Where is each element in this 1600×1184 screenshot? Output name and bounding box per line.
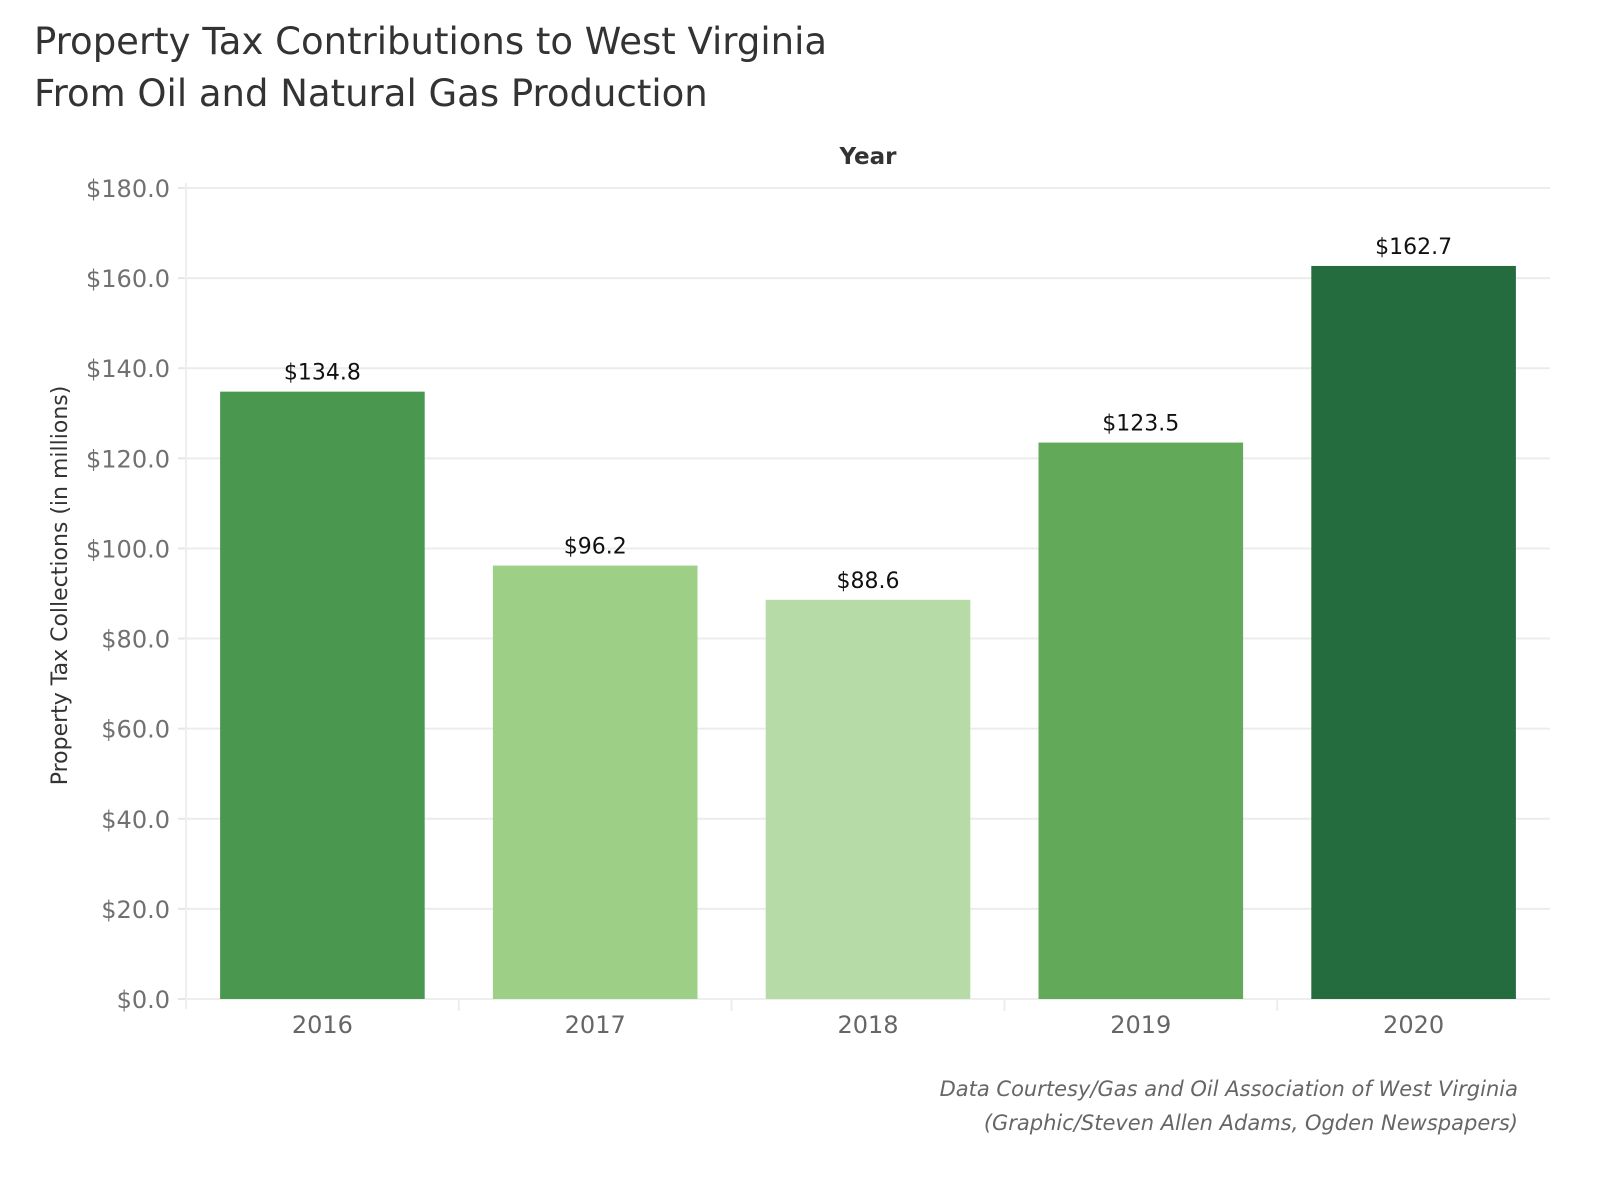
credit: Data Courtesy/Gas and Oil Association of… <box>940 1072 1518 1140</box>
title-line-1: Property Tax Contributions to West Virgi… <box>34 20 828 63</box>
x-tick-label: 2020 <box>1383 1011 1444 1039</box>
chart-title: Property Tax Contributions to West Virgi… <box>34 16 827 120</box>
x-tick-label: 2019 <box>1110 1011 1171 1039</box>
data-label: $123.5 <box>1102 412 1179 437</box>
data-label: $134.8 <box>284 361 361 386</box>
x-tick-label: 2017 <box>565 1011 626 1039</box>
y-axis-title: Property Tax Collections (in millions) <box>48 386 73 786</box>
y-tick-label: $160.0 <box>86 265 170 293</box>
data-label: $96.2 <box>564 535 627 560</box>
y-tick-label: $180.0 <box>86 175 170 203</box>
bar-2020 <box>1311 265 1516 999</box>
y-tick-label: $0.0 <box>117 986 170 1014</box>
y-tick-label: $140.0 <box>86 355 170 383</box>
credit-line-2: (Graphic/Steven Allen Adams, Ogden Newsp… <box>983 1111 1518 1135</box>
bar-2018 <box>765 599 971 999</box>
data-label: $162.7 <box>1375 235 1452 260</box>
bar-chart: $0.0 $20.0 $40.0 $60.0 $80.0 $100.0 $120.0 $140… <box>48 144 1550 1039</box>
y-tick-label: $80.0 <box>101 626 170 654</box>
title-line-2: From Oil and Natural Gas Production <box>34 72 708 115</box>
x-axis-title: Year <box>838 144 897 170</box>
x-tick-label: 2018 <box>837 1011 898 1039</box>
y-tick-label: $20.0 <box>101 896 170 924</box>
y-tick-label: $60.0 <box>101 716 170 744</box>
y-tick-label: $100.0 <box>86 535 170 563</box>
data-label: $88.6 <box>837 569 900 594</box>
bar-2017 <box>492 565 698 999</box>
bar-2016 <box>220 391 425 999</box>
bar-2019 <box>1038 442 1244 999</box>
credit-line-1: Data Courtesy/Gas and Oil Association of… <box>939 1077 1518 1101</box>
y-tick-label: $40.0 <box>101 806 170 834</box>
x-tick-label: 2016 <box>292 1011 353 1039</box>
y-tick-label: $120.0 <box>86 445 170 473</box>
